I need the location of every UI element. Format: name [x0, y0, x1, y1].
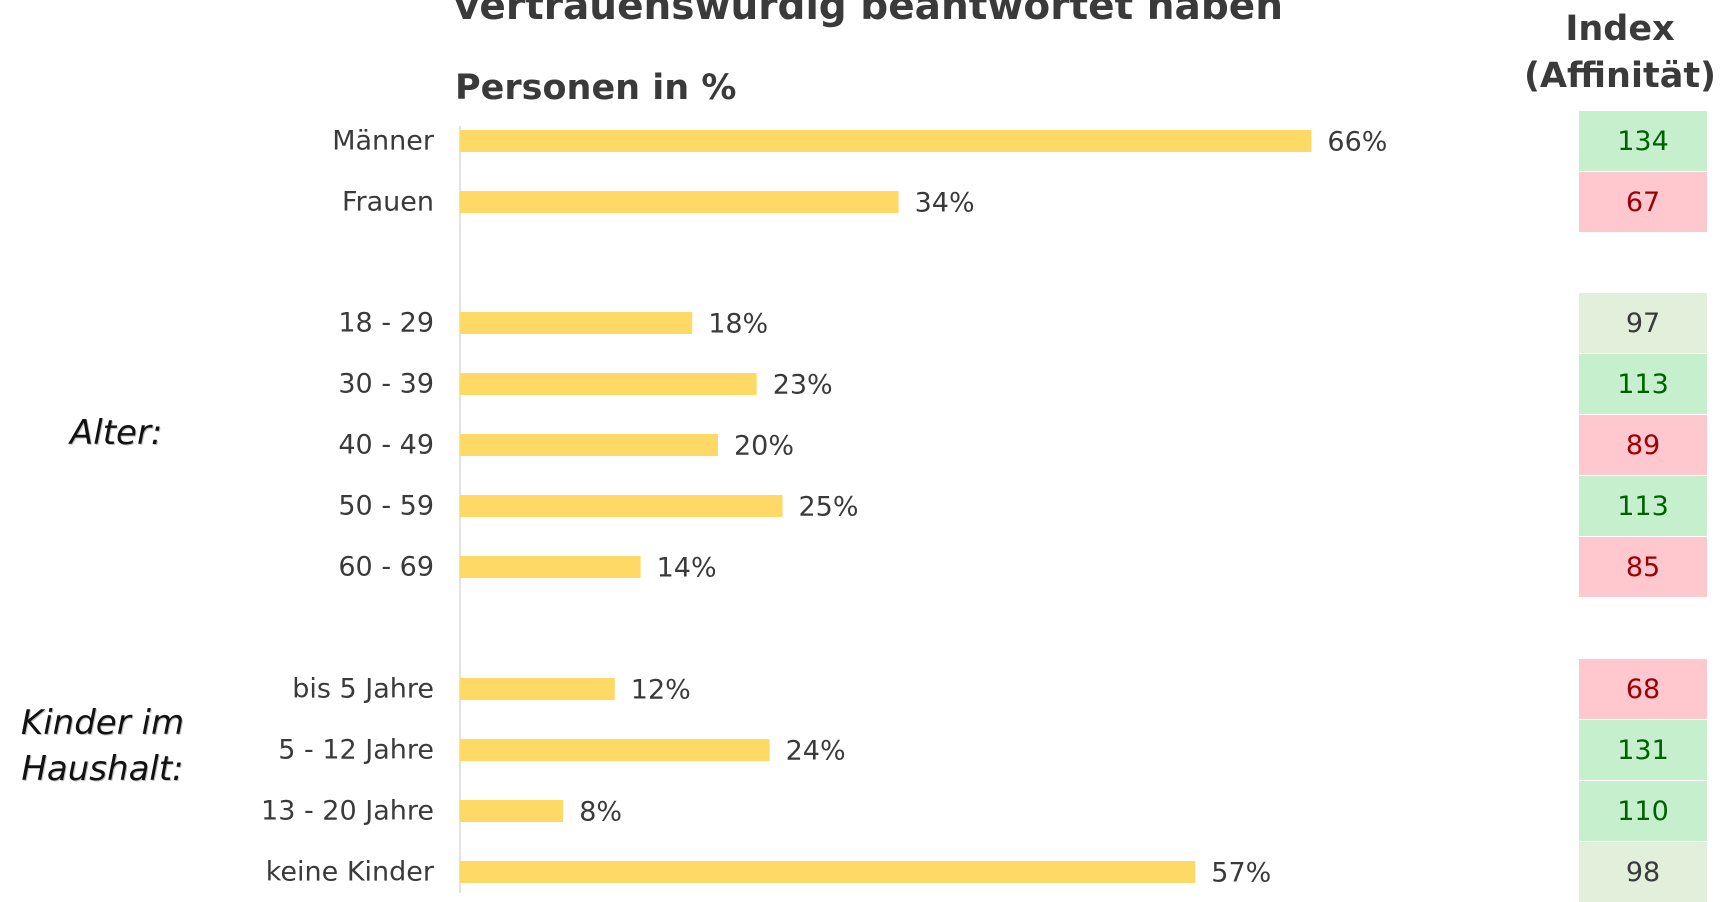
- category-label: 50 - 59: [338, 491, 434, 522]
- chart-subtitle: Personen in %: [455, 68, 737, 108]
- bar: [460, 191, 899, 213]
- data-label: 25%: [799, 492, 859, 523]
- bar: [460, 495, 783, 517]
- group-label-kinder-line1: Kinder im: [20, 703, 185, 743]
- index-value: 85: [1579, 537, 1707, 597]
- data-label: 18%: [708, 309, 768, 340]
- data-label: 20%: [734, 431, 794, 462]
- data-label: 14%: [657, 553, 717, 584]
- index-value: 113: [1579, 354, 1707, 414]
- index-value: 89: [1579, 415, 1707, 475]
- category-label: 5 - 12 Jahre: [278, 735, 434, 766]
- index-value: 113: [1579, 476, 1707, 536]
- index-value: 131: [1579, 720, 1707, 780]
- data-label: 12%: [631, 675, 691, 706]
- bar: [460, 861, 1196, 883]
- data-label: 24%: [786, 736, 846, 767]
- category-label: keine Kinder: [266, 857, 435, 888]
- data-label: 34%: [915, 188, 975, 219]
- index-header: Index (Affinität): [1520, 6, 1720, 100]
- data-label: 23%: [773, 370, 833, 401]
- data-label: 66%: [1327, 127, 1387, 158]
- bar: [460, 800, 564, 822]
- bar: [460, 739, 770, 761]
- bar: [460, 130, 1312, 152]
- group-label-kinder: Kinder im Haushalt:: [10, 700, 195, 792]
- index-value: 97: [1579, 293, 1707, 353]
- index-header-line1: Index: [1565, 9, 1675, 49]
- index-value: 68: [1579, 659, 1707, 719]
- category-label: 13 - 20 Jahre: [261, 796, 434, 827]
- index-value: 134: [1579, 111, 1707, 171]
- group-label-alter: Alter:: [70, 413, 163, 453]
- category-label: 18 - 29: [338, 308, 434, 339]
- bar: [460, 556, 641, 578]
- bar: [460, 312, 693, 334]
- data-label: 57%: [1211, 858, 1271, 889]
- category-label: Frauen: [342, 187, 434, 218]
- category-label: Männer: [332, 126, 435, 157]
- group-label-kinder-line2: Haushalt:: [21, 749, 184, 789]
- bar: [460, 434, 718, 456]
- data-label: 8%: [579, 797, 622, 828]
- index-value: 98: [1579, 842, 1707, 902]
- category-label: 40 - 49: [338, 430, 434, 461]
- chart-title: vertrauenswürdig beantwortet haben: [454, 0, 1283, 29]
- bar: [460, 373, 757, 395]
- bar: [460, 678, 615, 700]
- index-value: 110: [1579, 781, 1707, 841]
- category-label: 60 - 69: [338, 552, 434, 583]
- index-value: 67: [1579, 172, 1707, 232]
- category-label: 30 - 39: [338, 369, 434, 400]
- category-label: bis 5 Jahre: [292, 674, 434, 705]
- index-header-line2: (Affinität): [1523, 56, 1717, 96]
